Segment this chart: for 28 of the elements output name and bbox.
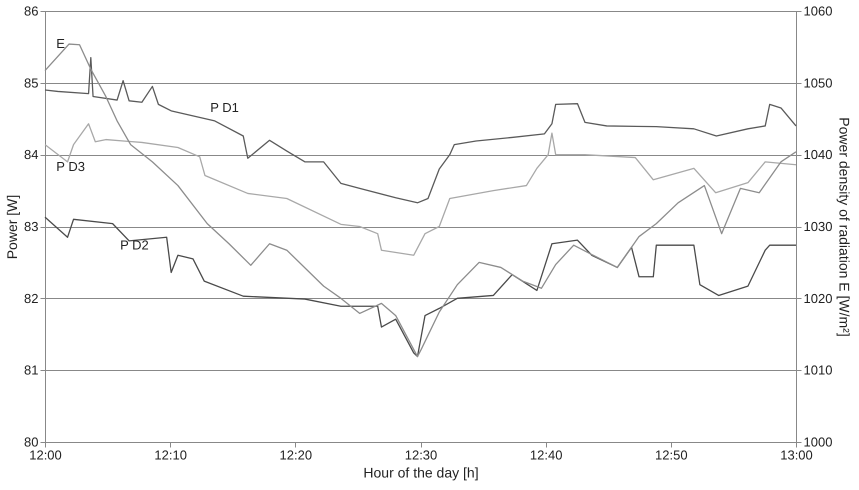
y-tick-label: 82 xyxy=(24,290,38,306)
y2-tick-label: 1050 xyxy=(804,75,832,90)
x-tick-label: 12:10 xyxy=(154,448,187,462)
y-tick-label: 84 xyxy=(24,147,38,162)
y-tick-label: 83 xyxy=(24,219,38,234)
x-tick-label: 12:00 xyxy=(29,448,62,462)
y-tick-label: 86 xyxy=(24,4,38,18)
series-label: P D2 xyxy=(120,237,149,252)
y-tick-label: 85 xyxy=(24,75,38,90)
y2-axis-title: Power density of radiation E [W/m²] xyxy=(836,117,852,337)
series-label: E xyxy=(56,36,66,52)
series-label: P D3 xyxy=(56,159,85,174)
x-tick-label: 12:40 xyxy=(530,448,562,462)
y2-tick-label: 1030 xyxy=(804,219,832,234)
x-tick-label: 12:20 xyxy=(280,448,312,462)
x-tick-label: 12:30 xyxy=(404,448,438,462)
x-tick-label: 12:50 xyxy=(655,448,688,462)
series-label: P D1 xyxy=(210,100,239,115)
x-axis-title: Hour of the day [h] xyxy=(363,464,479,480)
y2-tick-label: 1060 xyxy=(804,4,832,18)
y-axis-title: Power [W] xyxy=(4,194,20,260)
y2-tick-label: 1010 xyxy=(804,362,832,378)
y2-tick-label: 1020 xyxy=(804,290,832,306)
y-tick-label: 80 xyxy=(24,434,38,450)
y2-tick-label: 1000 xyxy=(804,434,832,450)
y2-tick-label: 1040 xyxy=(804,147,832,162)
y-tick-label: 81 xyxy=(24,362,38,378)
x-tick-label: 13:00 xyxy=(780,448,813,462)
